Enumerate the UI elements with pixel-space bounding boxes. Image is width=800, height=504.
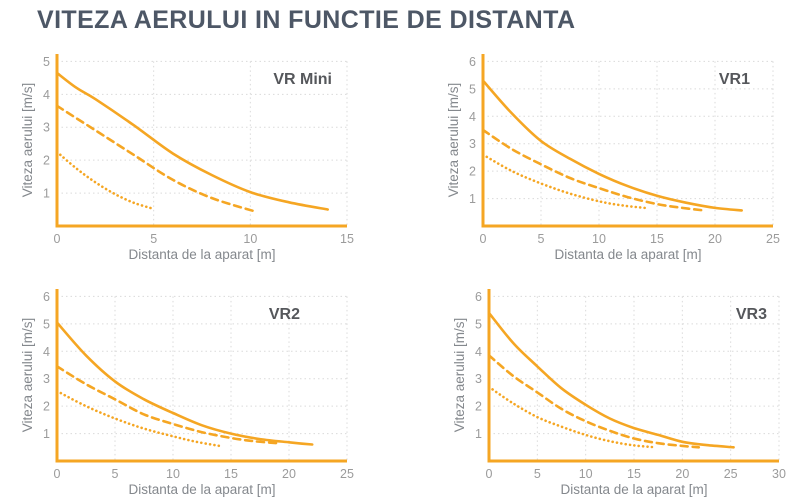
y-tick-label: 2 — [469, 165, 476, 179]
vr3-solid-curve — [487, 311, 735, 449]
y-tick-label: 3 — [43, 121, 50, 135]
y-tick-label: 4 — [475, 345, 482, 359]
x-tick-label: 10 — [243, 232, 257, 246]
x-tick-label: 20 — [708, 232, 722, 246]
y-tick-label: 3 — [475, 372, 482, 386]
x-tick-label: 0 — [480, 232, 487, 246]
x-tick-label: 25 — [724, 467, 738, 481]
y-tick-label: 2 — [43, 400, 50, 414]
x-tick-label: 5 — [112, 467, 119, 481]
page-title: VITEZA AERULUI IN FUNCTIE DE DISTANTA — [37, 6, 576, 34]
vr-mini-solid-curve — [55, 71, 329, 211]
chart-vr-mini: 0 5 10 15 1 2 3 4 5 Distanta de la aparat [m] Vite… — [20, 46, 356, 264]
panel-label-vr1: VR1 — [719, 71, 750, 88]
y-axis-title: Viteza aerului [m/s] — [452, 318, 467, 433]
vr2-plot: 0 5 10 15 20 25 1 2 3 4 5 6 Distanta de la aparat [m… — [20, 289, 354, 497]
y-tick-label: 5 — [43, 55, 50, 69]
y-tick-label: 6 — [475, 290, 482, 304]
chart-vr2: 0 5 10 15 20 25 1 2 3 4 5 6 Distanta de la aparat [m… — [20, 281, 356, 499]
vr3-dashed-curve — [487, 354, 701, 449]
x-tick-label: 30 — [772, 467, 786, 481]
panel-label-vr2: VR2 — [269, 306, 300, 323]
y-tick-label: 2 — [475, 400, 482, 414]
vr1-dotted-curve — [481, 153, 649, 210]
x-tick-label: 0 — [486, 467, 493, 481]
x-tick-label: 0 — [54, 232, 61, 246]
y-tick-label: 4 — [43, 88, 50, 102]
y-tick-label: 4 — [469, 110, 476, 124]
y-tick-label: 6 — [469, 55, 476, 69]
y-tick-label: 5 — [43, 317, 50, 331]
x-tick-label: 15 — [340, 232, 354, 246]
vr2-dashed-curve — [55, 365, 279, 445]
x-tick-label: 5 — [538, 232, 545, 246]
vr2-dotted-curve — [55, 389, 221, 448]
y-tick-label: 3 — [43, 372, 50, 386]
x-tick-label: 5 — [534, 467, 541, 481]
chart-vr1: 0 5 10 15 20 25 1 2 3 4 5 6 Distanta de la aparat [m… — [446, 46, 782, 264]
y-tick-label: 4 — [43, 345, 50, 359]
vr1-plot: 0 5 10 15 20 25 1 2 3 4 5 6 Distanta de la aparat [m… — [446, 54, 780, 262]
y-tick-label: 5 — [469, 82, 476, 96]
y-tick-label: 3 — [469, 137, 476, 151]
x-tick-label: 15 — [650, 232, 664, 246]
x-axis-title: Distanta de la aparat [m] — [554, 247, 701, 262]
x-axis-title: Distanta de la aparat [m] — [128, 482, 275, 497]
vr1-solid-curve — [481, 79, 743, 212]
y-tick-label: 5 — [475, 317, 482, 331]
x-tick-label: 10 — [166, 467, 180, 481]
y-axis-title: Viteza aerului [m/s] — [446, 83, 461, 198]
y-tick-label: 1 — [43, 187, 50, 201]
x-tick-label: 10 — [579, 467, 593, 481]
y-tick-label: 1 — [469, 192, 476, 206]
y-tick-label: 2 — [43, 154, 50, 168]
x-tick-label: 15 — [627, 467, 641, 481]
x-tick-label: 25 — [766, 232, 780, 246]
x-tick-label: 20 — [282, 467, 296, 481]
y-tick-label: 1 — [43, 427, 50, 441]
panel-label-vr3: VR3 — [736, 306, 767, 323]
panel-label-vr-mini: VR Mini — [273, 71, 332, 88]
x-tick-label: 20 — [675, 467, 689, 481]
chart-vr3: 0 5 10 15 20 25 30 1 2 3 4 5 6 Distanta de la aparat … — [452, 281, 788, 499]
y-tick-label: 1 — [475, 427, 482, 441]
vr1-dashed-curve — [481, 128, 705, 212]
x-tick-label: 10 — [592, 232, 606, 246]
x-axis-title: Distanta de la aparat [m] — [560, 482, 707, 497]
x-tick-label: 25 — [340, 467, 354, 481]
vr3-plot: 0 5 10 15 20 25 30 1 2 3 4 5 6 Distanta de la aparat … — [452, 289, 786, 497]
x-axis-title: Distanta de la aparat [m] — [128, 247, 275, 262]
vr3-dotted-curve — [487, 385, 658, 449]
vr2-solid-curve — [55, 321, 314, 446]
y-axis-title: Viteza aerului [m/s] — [20, 318, 35, 433]
x-tick-label: 5 — [150, 232, 157, 246]
vr-mini-dashed-curve — [55, 104, 256, 213]
x-tick-label: 15 — [224, 467, 238, 481]
x-tick-label: 0 — [54, 467, 61, 481]
y-tick-label: 6 — [43, 290, 50, 304]
y-axis-title: Viteza aerului [m/s] — [20, 83, 35, 198]
vr-mini-dotted-curve — [55, 150, 155, 211]
